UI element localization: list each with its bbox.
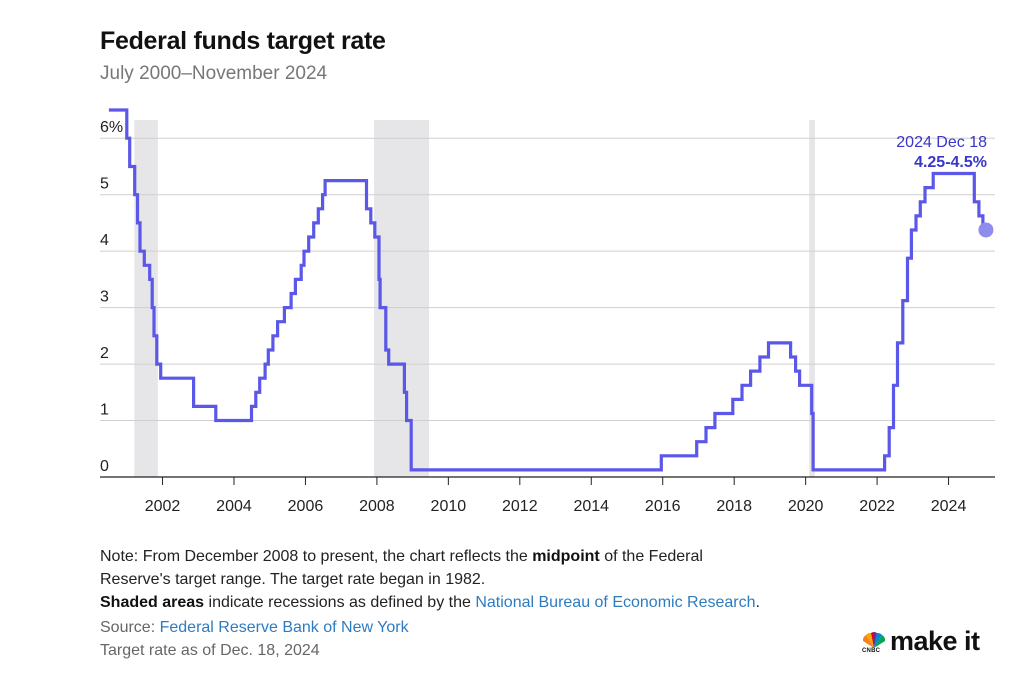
x-tick-label: 2020 — [788, 498, 824, 515]
annotation-date: 2024 Dec 18 — [896, 134, 987, 151]
y-tick-label: 0 — [100, 458, 109, 475]
recession-band-1 — [134, 120, 158, 477]
note-text: indicate recessions as defined by the — [204, 594, 476, 611]
x-tick-label: 2008 — [359, 498, 395, 515]
source-link[interactable]: Federal Reserve Bank of New York — [159, 619, 409, 636]
note-text: of the Federal — [599, 548, 703, 565]
recession-band-2 — [374, 120, 430, 477]
peacock-icon: CNBC — [862, 631, 886, 655]
x-tick-label: 2002 — [145, 498, 181, 515]
line-chart: 0 1 2 3 4 5 6% 2002 2004 2006 2008 2010 2012 2014 201… — [100, 108, 995, 515]
note-line-2: Reserve's target range. The target rate … — [100, 571, 486, 588]
cnbc-make-it-logo: CNBC make it — [862, 628, 980, 655]
source-line: Source: Federal Reserve Bank of New York — [100, 619, 409, 637]
y-tick-label: 4 — [100, 232, 109, 249]
chart-notes: Note: From December 2008 to present, the… — [100, 545, 900, 614]
chart-subtitle: July 2000–November 2024 — [100, 63, 328, 84]
x-tick-label: 2022 — [859, 498, 895, 515]
x-tick-label: 2004 — [216, 498, 252, 515]
y-tick-label: 6% — [100, 119, 123, 136]
y-tick-label: 1 — [100, 402, 109, 419]
x-axis-ticks: 2002 2004 2006 2008 2010 2012 2014 2016 2018 2020… — [145, 477, 967, 515]
y-axis-ticks: 0 1 2 3 4 5 6% — [100, 119, 123, 475]
note-text: . — [755, 594, 760, 611]
as-of-date: Target rate as of Dec. 18, 2024 — [100, 642, 320, 659]
recession-shading — [134, 120, 815, 477]
annotation-layer: 2024 Dec 18 4.25-4.5% — [896, 134, 987, 171]
note-bold-shaded-areas: Shaded areas — [100, 594, 205, 611]
x-tick-label: 2010 — [431, 498, 467, 515]
recession-band-3 — [809, 120, 815, 477]
note-line-1: Note: From December 2008 to present, the… — [100, 545, 900, 568]
note-text: Note: From December 2008 to present, the… — [100, 548, 533, 565]
y-tick-label: 3 — [100, 289, 109, 306]
x-tick-label: 2016 — [645, 498, 681, 515]
cnbc-wordmark: CNBC — [862, 648, 881, 654]
x-tick-label: 2006 — [288, 498, 324, 515]
gridlines — [100, 137, 995, 478]
x-tick-label: 2012 — [502, 498, 538, 515]
rate-series-line — [108, 108, 985, 472]
note-bold-midpoint: midpoint — [532, 548, 600, 565]
x-tick-label: 2014 — [573, 498, 609, 515]
series-layer — [108, 108, 994, 472]
note-line-3: Shaded areas indicate recessions as defi… — [100, 591, 900, 614]
make-it-wordmark: make it — [890, 626, 980, 656]
annotation-value: 4.25-4.5% — [914, 154, 987, 171]
x-tick-label: 2024 — [931, 498, 967, 515]
x-tick-label: 2018 — [716, 498, 752, 515]
chart-title: Federal funds target rate — [100, 27, 386, 55]
y-tick-label: 5 — [100, 176, 109, 193]
latest-rate-point — [978, 222, 994, 238]
source-label: Source: — [100, 619, 160, 636]
y-tick-label: 2 — [100, 345, 109, 362]
nber-link[interactable]: National Bureau of Economic Research — [475, 594, 756, 611]
